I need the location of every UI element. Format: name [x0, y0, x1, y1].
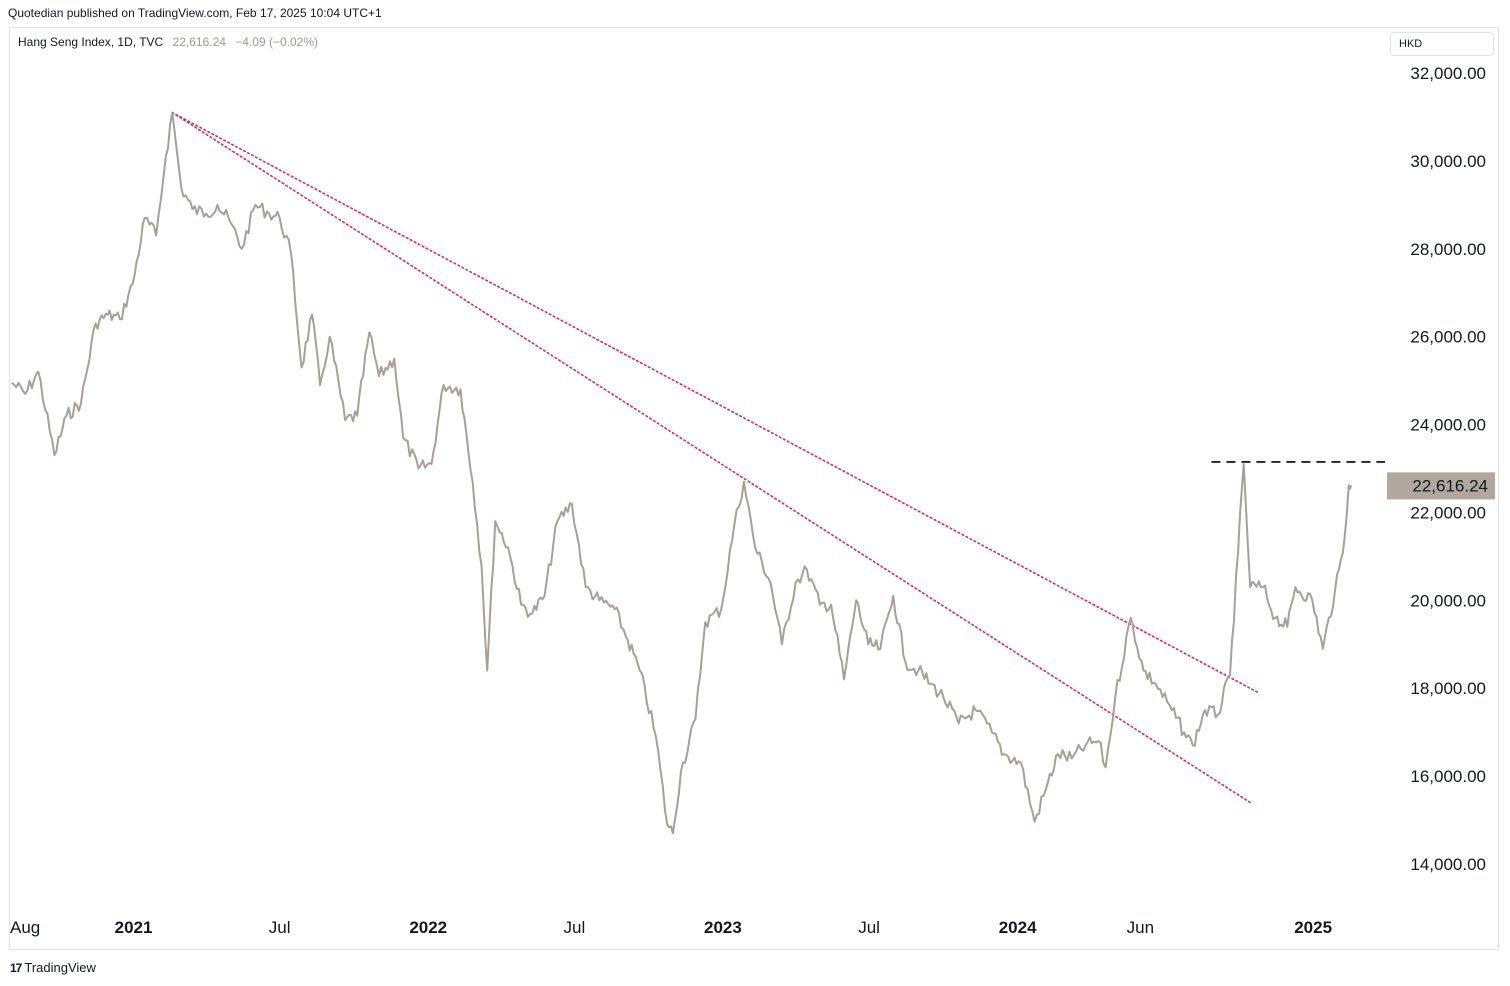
- last-price-badge: [1387, 472, 1495, 500]
- y-tick-label: 24,000.00: [1410, 416, 1486, 435]
- x-tick-label: Jul: [564, 918, 586, 937]
- x-tick-label: 2025: [1294, 918, 1332, 937]
- brand-name: TradingView: [24, 960, 96, 975]
- last-value: 22,616.24: [172, 35, 226, 49]
- y-tick-label: 26,000.00: [1410, 328, 1486, 347]
- x-tick-label: 2021: [115, 918, 153, 937]
- change-value: −4.09 (−0.02%): [235, 35, 319, 49]
- y-tick-label: 30,000.00: [1410, 152, 1486, 171]
- x-tick-label: 2023: [704, 918, 742, 937]
- x-tick-label: 2024: [999, 918, 1037, 937]
- price-line: [11, 111, 1353, 835]
- x-tick-label: Aug: [10, 918, 40, 937]
- x-tick-label: Jul: [858, 918, 880, 937]
- currency-button[interactable]: HKD: [1390, 32, 1494, 56]
- trendline: [171, 111, 1251, 804]
- y-tick-label: 22,000.00: [1410, 503, 1486, 522]
- price-series: [11, 111, 1353, 835]
- drawings: [171, 111, 1385, 804]
- y-tick-label: 28,000.00: [1410, 240, 1486, 259]
- footer-brand[interactable]: 17 TradingView: [10, 960, 96, 975]
- price-axis: 32,000.00 30,000.00 28,000.00 26,000.00 24,0…: [1410, 64, 1486, 874]
- chart-frame: [9, 27, 1499, 950]
- last-price-label: 22,616.24: [1412, 476, 1488, 495]
- trendline: [171, 111, 1260, 694]
- time-axis: Aug 2021 Jul 2022 Jul 2023 Jul 2024 Jun 2025: [10, 918, 1332, 937]
- y-tick-label: 18,000.00: [1410, 679, 1486, 698]
- x-tick-label: 2022: [409, 918, 447, 937]
- publish-info: Quotedian published on TradingView.com, …: [8, 6, 382, 20]
- symbol-label: Hang Seng Index, 1D, TVC: [18, 35, 164, 49]
- y-tick-label: 32,000.00: [1410, 64, 1486, 83]
- chart-legend: Hang Seng Index, 1D, TVC 22,616.24 −4.09…: [18, 35, 318, 49]
- y-tick-label: 14,000.00: [1410, 855, 1486, 874]
- x-tick-label: Jun: [1127, 918, 1154, 937]
- x-tick-label: Jul: [269, 918, 291, 937]
- y-tick-label: 20,000.00: [1410, 591, 1486, 610]
- tradingview-logo-icon: 17: [10, 960, 22, 975]
- y-tick-label: 16,000.00: [1410, 767, 1486, 786]
- last-price-label-group: 22,616.24: [1387, 472, 1495, 500]
